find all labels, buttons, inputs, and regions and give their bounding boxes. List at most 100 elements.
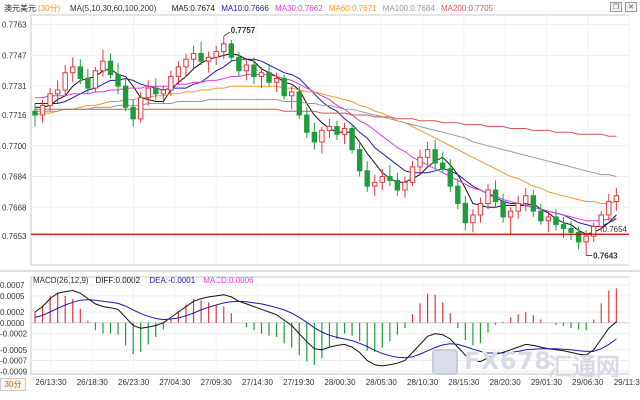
interval-button[interactable]: 30分 bbox=[0, 378, 26, 391]
x-tick-label: 28/05:30 bbox=[366, 378, 398, 387]
candle-body bbox=[553, 216, 559, 226]
macd-y-tick-label: -0.0002 bbox=[0, 330, 28, 339]
candle-body bbox=[326, 126, 333, 131]
candle-body bbox=[613, 195, 620, 203]
x-tick-label: 29/06:30 bbox=[572, 378, 604, 387]
macd-y-tick-label: 0.0007 bbox=[0, 281, 25, 290]
main-y-tick-label: 0.7684 bbox=[2, 173, 27, 182]
candle-body bbox=[130, 106, 136, 120]
main-y-tick-label: 0.7668 bbox=[2, 203, 27, 212]
main-y-tick-label: 0.7716 bbox=[2, 111, 27, 120]
x-tick-label: 29/01:30 bbox=[531, 378, 563, 387]
watermark-logo-icon bbox=[432, 349, 458, 375]
candle-body bbox=[85, 77, 91, 89]
x-tick-label: 27/19:30 bbox=[283, 378, 315, 387]
candle-body bbox=[462, 202, 469, 224]
candle-body bbox=[243, 64, 250, 72]
candle-body bbox=[507, 210, 514, 218]
main-y-axis: 0.7763 0.7747 0.7731 0.7716 0.7700 0.7684 0.76… bbox=[2, 21, 629, 241]
ma-legend-item: MA200:0.7705 bbox=[441, 4, 494, 13]
x-tick-label: 28/15:30 bbox=[448, 378, 480, 387]
candle-body bbox=[455, 185, 461, 204]
main-y-tick-label: 0.7747 bbox=[2, 51, 27, 60]
candle-body bbox=[606, 201, 612, 216]
candle-body bbox=[394, 179, 401, 191]
macd-y-tick-label: -0.0007 bbox=[0, 357, 28, 366]
x-tick-label: 27/09:30 bbox=[201, 378, 233, 387]
candle-body bbox=[62, 72, 68, 91]
diff-line bbox=[34, 289, 617, 367]
candlesticks bbox=[32, 36, 620, 256]
candle-body bbox=[32, 110, 38, 116]
candle-body bbox=[334, 126, 340, 135]
candle-body bbox=[100, 60, 106, 72]
candle-body bbox=[92, 70, 99, 89]
main-y-tick-label: 0.7763 bbox=[2, 21, 27, 30]
candle-body bbox=[175, 66, 182, 78]
x-tick-label: 28/20:30 bbox=[490, 378, 522, 387]
ma-legend-item: MA30:0.7662 bbox=[275, 4, 323, 13]
candle-body bbox=[198, 52, 204, 62]
candle-body bbox=[402, 181, 408, 191]
high-low-annotations: 0.7757 0.7643 bbox=[223, 26, 618, 260]
macd-lines bbox=[34, 289, 617, 367]
candle-body bbox=[538, 210, 544, 222]
candle-body bbox=[319, 129, 325, 143]
x-tick-label: 27/04:30 bbox=[159, 378, 191, 387]
high-annotation: 0.7757 bbox=[231, 26, 256, 35]
macd-y-tick-label: 0.0000 bbox=[0, 319, 25, 328]
candle-body bbox=[440, 162, 446, 170]
reference-line: 0.7654 bbox=[31, 225, 629, 235]
candle-body bbox=[492, 189, 499, 203]
window-restore-icon[interactable]: ❐ bbox=[610, 2, 622, 12]
candle-body bbox=[221, 43, 227, 53]
macd-legend-item: DEA:-0.0001 bbox=[149, 276, 195, 285]
candle-body bbox=[311, 131, 318, 143]
candle-body bbox=[153, 87, 159, 95]
candle-body bbox=[500, 201, 506, 218]
candle-body bbox=[432, 149, 438, 164]
candle-body bbox=[583, 235, 589, 243]
candle-body bbox=[266, 72, 272, 83]
candle-body bbox=[183, 58, 189, 68]
macd-legend-item: MACD:0.0006 bbox=[203, 276, 254, 285]
candle-body bbox=[47, 93, 53, 106]
candle-body bbox=[356, 149, 363, 172]
candle-body bbox=[379, 176, 386, 183]
candle-body bbox=[54, 89, 61, 95]
main-pane-frame bbox=[30, 14, 630, 266]
main-y-tick-label: 0.7700 bbox=[2, 142, 27, 151]
macd-legend-item: MACD(26,12,9) bbox=[33, 276, 89, 285]
candle-body bbox=[470, 214, 476, 224]
x-tick-label: 26/23:30 bbox=[118, 378, 150, 387]
candle-body bbox=[115, 74, 121, 87]
candle-body bbox=[205, 56, 212, 62]
main-y-tick-label: 0.7731 bbox=[2, 82, 27, 91]
ma-legend-item: MA(5,10,30,60,100,200) bbox=[70, 4, 157, 13]
candle-body bbox=[372, 181, 378, 187]
high-annotation-pointer bbox=[223, 31, 230, 37]
watermark-brand-cn: 汇通网 bbox=[548, 353, 620, 381]
candle-body bbox=[387, 176, 393, 181]
candle-body bbox=[575, 231, 582, 243]
candle-body bbox=[289, 91, 295, 97]
ma100-line bbox=[35, 99, 617, 177]
candle-body bbox=[168, 76, 174, 91]
candle-body bbox=[77, 66, 83, 79]
candle-body bbox=[341, 127, 348, 135]
ma-legend-item: MA100:0.7684 bbox=[383, 4, 436, 13]
macd-y-tick-label: 0.0002 bbox=[0, 308, 25, 317]
candle-body bbox=[515, 202, 521, 212]
dea-line bbox=[34, 299, 617, 359]
candle-body bbox=[122, 85, 129, 108]
watermark-brand: FX678 bbox=[464, 347, 552, 375]
window-close-icon[interactable]: ✕ bbox=[625, 2, 637, 12]
candle-body bbox=[138, 97, 144, 120]
low-annotation: 0.7643 bbox=[593, 251, 618, 260]
candle-body bbox=[228, 43, 235, 58]
macd-y-tick-label: -0.0009 bbox=[0, 367, 28, 376]
candle-body bbox=[145, 87, 151, 99]
ma-legend: MA(5,10,30,60,100,200) MA5:0.7674 MA10:0.7… bbox=[70, 4, 494, 13]
candle-body bbox=[273, 77, 280, 83]
